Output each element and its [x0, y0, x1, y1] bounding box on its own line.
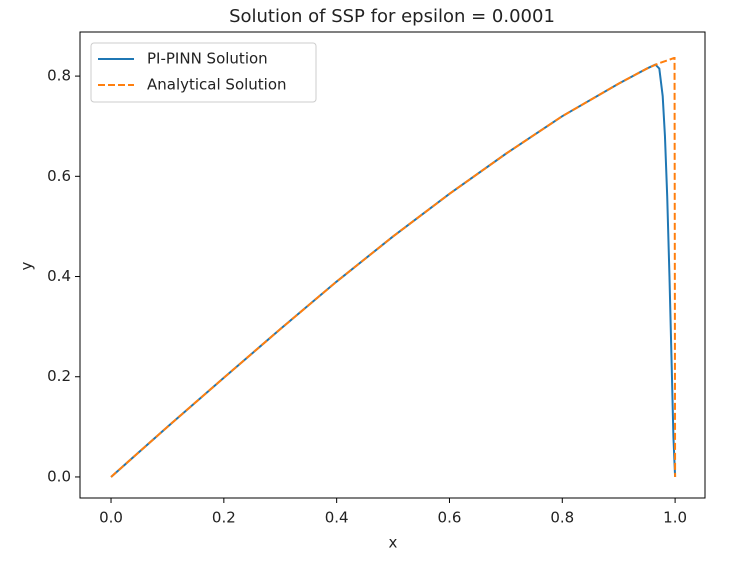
plot-frame — [79, 31, 706, 499]
legend-box — [90, 42, 317, 103]
legend-label: Analytical Solution — [147, 76, 287, 94]
y-tick-label: 0.2 — [47, 367, 71, 385]
x-tick-label: 0.8 — [550, 509, 574, 527]
y-tick-label: 0.8 — [47, 67, 71, 85]
x-tick-label: 0.4 — [325, 509, 349, 527]
y-axis-label: y — [18, 261, 36, 270]
series-line — [110, 63, 677, 478]
y-tick-label: 0.0 — [47, 467, 71, 485]
x-tick-label: 0.2 — [212, 509, 236, 527]
x-tick-label: 0.0 — [99, 509, 123, 527]
x-tick-label: 1.0 — [663, 509, 687, 527]
y-tick-label: 0.6 — [47, 167, 71, 185]
legend-label: PI-PINN Solution — [147, 50, 268, 68]
x-tick-label: 0.6 — [438, 509, 462, 527]
x-axis-label: x — [389, 534, 398, 552]
y-tick-label: 0.4 — [47, 267, 71, 285]
chart-title: Solution of SSP for epsilon = 0.0001 — [229, 6, 555, 27]
series-line — [110, 57, 677, 478]
